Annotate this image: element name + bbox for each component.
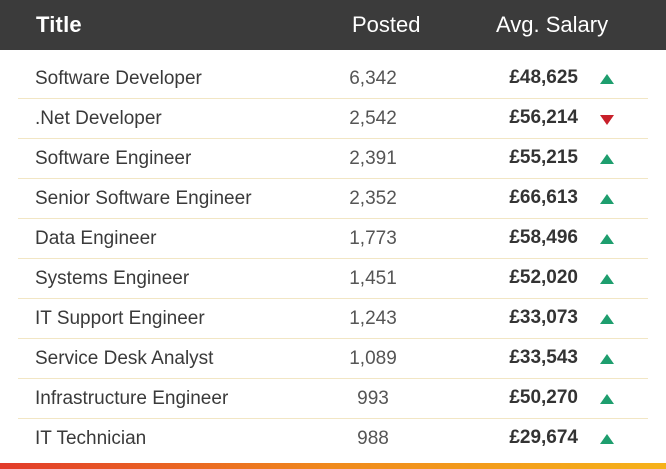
- average-salary: £66,613: [509, 187, 578, 208]
- table-row[interactable]: IT Technician 988 £29,674: [18, 419, 648, 458]
- table-row[interactable]: Software Developer 6,342 £48,625: [18, 59, 648, 99]
- job-title: Software Engineer: [35, 148, 192, 169]
- average-salary: £48,625: [509, 67, 578, 88]
- trend-up-icon: [600, 434, 614, 444]
- trend-up-icon: [600, 354, 614, 364]
- average-salary: £55,215: [509, 147, 578, 168]
- table-row[interactable]: Data Engineer 1,773 £58,496: [18, 219, 648, 259]
- job-title: Senior Software Engineer: [35, 188, 252, 209]
- posted-count: 6,342: [349, 68, 397, 89]
- posted-count: 1,243: [349, 308, 397, 329]
- table-row[interactable]: Senior Software Engineer 2,352 £66,613: [18, 179, 648, 219]
- posted-count: 2,542: [349, 108, 397, 129]
- column-header-title[interactable]: Title: [36, 12, 82, 37]
- posted-count: 2,352: [349, 188, 397, 209]
- posted-count: 988: [357, 428, 389, 449]
- average-salary: £52,020: [509, 267, 578, 288]
- table-row[interactable]: .Net Developer 2,542 £56,214: [18, 99, 648, 139]
- average-salary: £29,674: [509, 427, 578, 448]
- trend-up-icon: [600, 274, 614, 284]
- trend-up-icon: [600, 394, 614, 404]
- trend-up-icon: [600, 234, 614, 244]
- table-row[interactable]: Service Desk Analyst 1,089 £33,543: [18, 339, 648, 379]
- trend-up-icon: [600, 314, 614, 324]
- job-title: IT Technician: [35, 428, 147, 449]
- table-header: Title Posted Avg. Salary: [0, 0, 666, 50]
- trend-up-icon: [600, 74, 614, 84]
- trend-down-icon: [600, 115, 614, 125]
- posted-count: 1,773: [349, 228, 397, 249]
- posted-count: 1,451: [349, 268, 397, 289]
- column-header-salary[interactable]: Avg. Salary: [496, 12, 609, 37]
- table-row[interactable]: IT Support Engineer 1,243 £33,073: [18, 299, 648, 339]
- table-row[interactable]: Infrastructure Engineer 993 £50,270: [18, 379, 648, 419]
- average-salary: £56,214: [509, 107, 578, 128]
- job-title: Data Engineer: [35, 228, 157, 249]
- posted-count: 2,391: [349, 148, 397, 169]
- job-title: Systems Engineer: [35, 268, 190, 289]
- job-title: Service Desk Analyst: [35, 348, 214, 369]
- job-title: Infrastructure Engineer: [35, 388, 229, 409]
- table-row[interactable]: Software Engineer 2,391 £55,215: [18, 139, 648, 179]
- column-header-posted[interactable]: Posted: [352, 12, 421, 37]
- posted-count: 993: [357, 388, 389, 409]
- table-body: Software Developer 6,342 £48,625 .Net Devel…: [18, 59, 648, 458]
- trend-up-icon: [600, 194, 614, 204]
- job-title: .Net Developer: [35, 108, 162, 129]
- average-salary: £50,270: [509, 387, 578, 408]
- average-salary: £33,543: [509, 347, 578, 368]
- average-salary: £33,073: [509, 307, 578, 328]
- job-title: Software Developer: [35, 68, 202, 89]
- table-row[interactable]: Systems Engineer 1,451 £52,020: [18, 259, 648, 299]
- average-salary: £58,496: [509, 227, 578, 248]
- job-title: IT Support Engineer: [35, 308, 205, 329]
- posted-count: 1,089: [349, 348, 397, 369]
- trend-up-icon: [600, 154, 614, 164]
- footer-accent-bar: [0, 463, 666, 469]
